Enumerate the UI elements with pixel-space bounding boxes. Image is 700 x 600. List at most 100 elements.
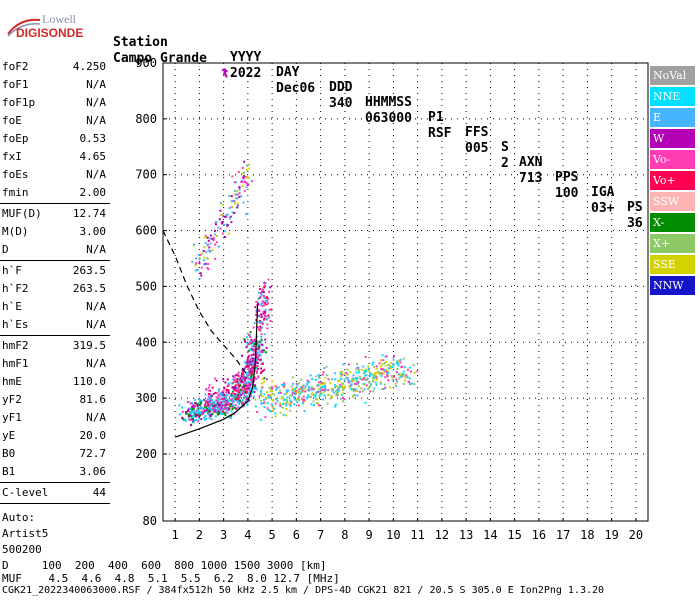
scatter-point: [249, 372, 252, 375]
scatter-point: [239, 384, 242, 387]
scatter-point: [352, 374, 355, 377]
scatter-point: [210, 418, 213, 421]
scatter-point: [202, 250, 205, 253]
scatter-point: [219, 393, 222, 396]
param-key: yF1: [2, 411, 22, 424]
scatter-point: [266, 302, 269, 305]
scatter-point: [253, 338, 256, 341]
scatter-point: [323, 367, 326, 370]
scatter-point: [242, 171, 245, 174]
y-tick-label: 700: [135, 168, 157, 182]
param-value: N/A: [86, 96, 106, 109]
scatter-point: [246, 387, 249, 390]
scatter-point: [232, 386, 235, 389]
scatter-point: [204, 403, 207, 406]
scatter-point: [211, 402, 214, 405]
scatter-point: [198, 399, 201, 402]
scatter-point: [291, 394, 294, 397]
x-tick-label: 13: [459, 528, 473, 542]
scatter-point: [399, 358, 402, 361]
scatter-point: [340, 374, 343, 377]
scatter-point: [210, 413, 213, 416]
scatter-point: [223, 387, 226, 390]
scatter-point: [290, 400, 293, 403]
scatter-point: [327, 389, 330, 392]
scatter-point: [193, 413, 196, 416]
scatter-point: [318, 376, 321, 379]
scatter-point: [238, 406, 241, 409]
scatter-point: [227, 384, 230, 387]
legend-entry: Vo-: [650, 150, 695, 169]
scatter-point: [384, 376, 387, 379]
scatter-point: [220, 408, 223, 411]
scatter-point: [237, 374, 240, 377]
scatter-point: [308, 395, 311, 398]
param-key: foEs: [2, 168, 29, 181]
scatter-point: [346, 377, 349, 380]
scatter-point: [381, 368, 384, 371]
x-tick-label: 18: [580, 528, 594, 542]
scatter-point: [210, 403, 213, 406]
scatter-point: [245, 181, 248, 184]
scatter-point: [223, 412, 226, 415]
scatter-point: [259, 322, 262, 325]
scatter-point: [223, 70, 226, 73]
scatter-point: [244, 396, 247, 399]
scatter-point: [246, 184, 249, 187]
scatter-point: [265, 351, 268, 354]
param-separator: [0, 203, 110, 204]
scatter-point: [226, 411, 229, 414]
scatter-point: [271, 390, 274, 393]
scatter-point: [203, 409, 206, 412]
scatter-point: [237, 401, 240, 404]
scatter-point: [240, 195, 243, 198]
scatter-point: [297, 404, 300, 407]
scatter-point: [396, 362, 399, 365]
scatter-point: [256, 346, 259, 349]
scatter-point: [300, 388, 303, 391]
scatter-point: [269, 319, 272, 322]
x-tick-label: 15: [507, 528, 521, 542]
scatter-point: [247, 383, 250, 386]
scatter-point: [260, 293, 263, 296]
scatter-point: [334, 384, 337, 387]
legend-entry: NNW: [650, 276, 695, 295]
scatter-point: [267, 314, 270, 317]
scatter-point: [256, 314, 259, 317]
scatter-point: [260, 386, 263, 389]
scatter-point: [221, 397, 224, 400]
scatter-point: [383, 361, 386, 364]
scatter-point: [348, 385, 351, 388]
scatter-point: [251, 366, 254, 369]
scatter-point: [230, 392, 233, 395]
scatter-point: [399, 375, 402, 378]
scatter-point: [178, 404, 181, 407]
scatter-point: [259, 326, 262, 329]
param-key: MUF(D): [2, 207, 42, 220]
scatter-point: [324, 376, 327, 379]
scatter-point: [260, 371, 263, 374]
scatter-point: [293, 390, 296, 393]
scatter-point: [203, 256, 206, 259]
scatter-point: [323, 394, 326, 397]
scatter-point: [248, 387, 251, 390]
scatter-point: [220, 406, 223, 409]
scatter-point: [235, 396, 238, 399]
scatter-point: [295, 382, 298, 385]
scatter-point: [352, 379, 355, 382]
scatter-point: [317, 387, 320, 390]
legend-entry: NoVal: [650, 66, 695, 85]
scatter-point: [282, 399, 285, 402]
scatter-point: [285, 408, 288, 411]
scatter-point: [306, 379, 309, 382]
scatter-point: [265, 303, 268, 306]
auto-version: 500200: [2, 543, 42, 556]
scatter-point: [227, 402, 230, 405]
scatter-point: [368, 375, 371, 378]
scatter-point: [339, 372, 342, 375]
scatter-point: [240, 381, 243, 384]
scatter-point: [206, 267, 209, 270]
scatter-point: [208, 417, 211, 420]
scatter-point: [236, 197, 239, 200]
scatter-point: [211, 404, 214, 407]
